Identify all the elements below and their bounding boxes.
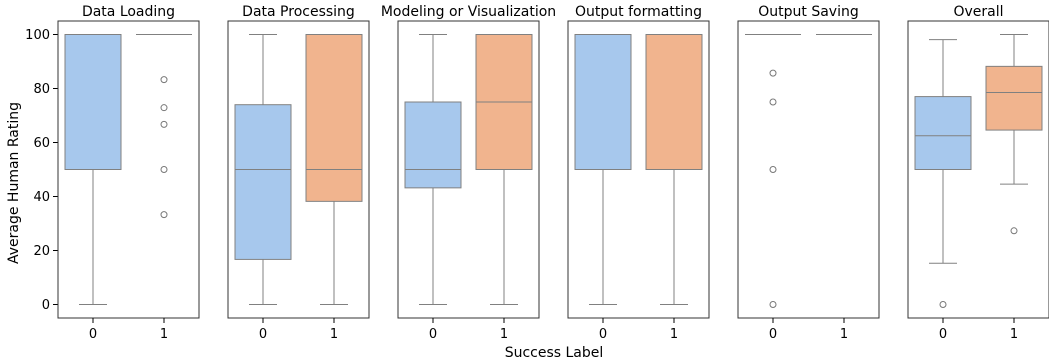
- subplot-panel: Overall 0 1: [907, 4, 1049, 342]
- outlier-point: [160, 120, 168, 128]
- y-tick-label: 60: [33, 136, 50, 151]
- box-group-label-0: [745, 34, 801, 308]
- x-tick-label: 0: [89, 327, 97, 342]
- box-group-label-0: [234, 34, 292, 305]
- panel-frame: [907, 20, 1049, 319]
- x-tick-label: 1: [160, 327, 168, 342]
- y-axis: 0 20 40 60 80 100: [25, 28, 58, 313]
- subplot-panel: Output formatting 0 1: [567, 4, 710, 342]
- y-tick-label: 100: [25, 28, 50, 43]
- panel-title: Output Saving: [758, 4, 858, 20]
- outlier-point: [160, 166, 168, 173]
- panel-title: Data Processing: [242, 4, 355, 20]
- box-iqr: [234, 104, 292, 260]
- outlier-point: [160, 104, 168, 112]
- y-tick-label: 80: [33, 82, 50, 97]
- x-tick-label: 0: [599, 327, 607, 342]
- box-group-label-1: [305, 34, 363, 305]
- box-iqr: [574, 34, 632, 170]
- box-group-label-0: [574, 34, 632, 305]
- panel-frame: [227, 20, 370, 319]
- box-group-label-1: [645, 34, 703, 305]
- panel-frame: [57, 20, 200, 319]
- subplot-panel: Data Loading 0 1: [57, 4, 200, 342]
- outlier-point: [769, 166, 777, 173]
- panel-title: Output formatting: [575, 4, 702, 20]
- outlier-point: [160, 211, 168, 219]
- outlier-point: [769, 69, 777, 77]
- x-axis-label: Success Label: [505, 345, 604, 360]
- x-tick-label: 1: [500, 327, 508, 342]
- y-tick-label: 20: [33, 244, 50, 259]
- panel-frame: [567, 20, 710, 319]
- subplot-panel: Output Saving 0 1: [737, 4, 880, 342]
- box-iqr: [404, 101, 462, 189]
- x-tick-label: 1: [1010, 327, 1018, 342]
- outlier-point: [769, 98, 777, 106]
- outlier-point: [769, 301, 777, 308]
- box-group-label-0: [64, 34, 122, 305]
- panel-title: Modeling or Visualization: [381, 4, 556, 20]
- box-iqr: [645, 34, 703, 170]
- box-group-label-0: [404, 34, 462, 305]
- box-group-label-1: [985, 34, 1043, 235]
- y-axis-label: Average Human Rating: [6, 102, 22, 264]
- box-iqr: [64, 34, 122, 170]
- outlier-point: [160, 76, 168, 84]
- outlier-point: [939, 301, 947, 308]
- box-group-label-0: [914, 39, 972, 308]
- box-iqr: [914, 96, 972, 170]
- x-tick-label: 1: [840, 327, 848, 342]
- subplot-panel: Modeling or Visualization 0 1: [381, 4, 556, 342]
- panel-title: Overall: [953, 4, 1003, 20]
- subplot-panel: Data Processing 0 1: [227, 4, 370, 342]
- box-group-label-1: [136, 34, 192, 219]
- x-tick-label: 0: [259, 327, 267, 342]
- x-tick-label: 0: [939, 327, 947, 342]
- y-tick-label: 0: [42, 298, 50, 313]
- panel-frame: [397, 20, 540, 319]
- x-tick-label: 0: [429, 327, 437, 342]
- panel-title: Data Loading: [82, 4, 175, 20]
- box-group-label-1: [475, 34, 533, 305]
- x-tick-label: 0: [769, 327, 777, 342]
- x-tick-label: 1: [330, 327, 338, 342]
- y-tick-label: 40: [33, 190, 50, 205]
- x-tick-label: 1: [670, 327, 678, 342]
- panel-frame: [737, 20, 880, 319]
- box-iqr: [985, 65, 1043, 131]
- outlier-point: [1010, 227, 1018, 235]
- box-iqr: [305, 34, 363, 202]
